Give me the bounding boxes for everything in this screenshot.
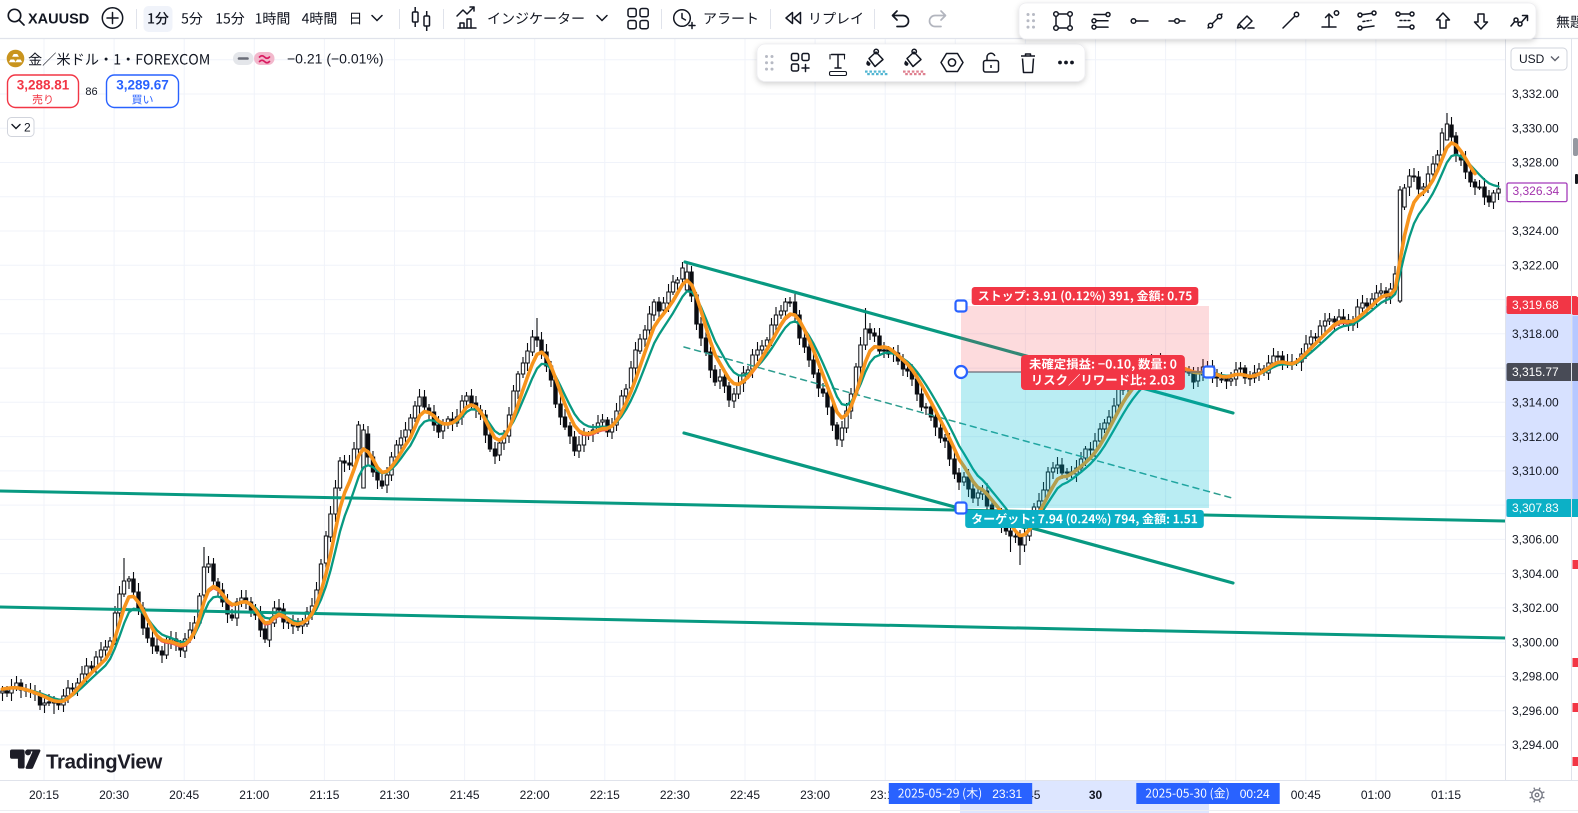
svg-text:3,328.00: 3,328.00 [1512, 156, 1559, 170]
svg-text:3,306.00: 3,306.00 [1512, 533, 1559, 547]
svg-text:3,315.77: 3,315.77 [1512, 365, 1559, 379]
svg-text:22:15: 22:15 [590, 788, 620, 802]
svg-text:3,314.00: 3,314.00 [1512, 396, 1559, 410]
svg-text:22:00: 22:00 [520, 788, 550, 802]
svg-text:23:00: 23:00 [800, 788, 830, 802]
svg-text:2: 2 [24, 121, 31, 135]
svg-text:3,304.00: 3,304.00 [1512, 567, 1559, 581]
svg-text:−0.21 (−0.01%): −0.21 (−0.01%) [287, 51, 384, 67]
svg-text:3,302.00: 3,302.00 [1512, 601, 1559, 615]
svg-text:3,298.00: 3,298.00 [1512, 670, 1559, 684]
svg-text:30: 30 [1089, 788, 1103, 802]
svg-text:22:45: 22:45 [730, 788, 760, 802]
svg-text:3,288.81: 3,288.81 [17, 78, 70, 93]
svg-text:20:45: 20:45 [169, 788, 199, 802]
svg-text:21:00: 21:00 [239, 788, 269, 802]
svg-text:3,307.83: 3,307.83 [1512, 501, 1559, 515]
svg-text:01:15: 01:15 [1431, 788, 1461, 802]
svg-text:3,326.34: 3,326.34 [1513, 184, 1560, 198]
svg-text:3,310.00: 3,310.00 [1512, 464, 1559, 478]
svg-text:20:30: 20:30 [99, 788, 129, 802]
svg-text:3,312.00: 3,312.00 [1512, 430, 1559, 444]
svg-text:01:00: 01:00 [1361, 788, 1391, 802]
svg-text:3,300.00: 3,300.00 [1512, 635, 1559, 649]
svg-text:21:45: 21:45 [450, 788, 480, 802]
svg-text:3,296.00: 3,296.00 [1512, 704, 1559, 718]
svg-text:3,289.67: 3,289.67 [116, 78, 169, 93]
svg-text:3,319.68: 3,319.68 [1512, 298, 1559, 312]
svg-text:22:30: 22:30 [660, 788, 690, 802]
svg-text:21:15: 21:15 [309, 788, 339, 802]
svg-text:20:15: 20:15 [29, 788, 59, 802]
svg-text:00:45: 00:45 [1291, 788, 1321, 802]
svg-text:3,330.00: 3,330.00 [1512, 122, 1559, 136]
svg-text:XAUUSD: XAUUSD [28, 12, 89, 28]
svg-text:86: 86 [85, 86, 97, 98]
svg-text:21:30: 21:30 [379, 788, 409, 802]
svg-text:USD: USD [1519, 52, 1545, 66]
svg-text:23:31: 23:31 [992, 787, 1022, 801]
svg-text:3,332.00: 3,332.00 [1512, 87, 1559, 101]
svg-text:3,294.00: 3,294.00 [1512, 738, 1559, 752]
svg-text:3,318.00: 3,318.00 [1512, 327, 1559, 341]
svg-text:00:24: 00:24 [1240, 787, 1270, 801]
svg-text:TradingView: TradingView [46, 751, 162, 774]
svg-text:3,322.00: 3,322.00 [1512, 259, 1559, 273]
svg-text:3,324.00: 3,324.00 [1512, 224, 1559, 238]
